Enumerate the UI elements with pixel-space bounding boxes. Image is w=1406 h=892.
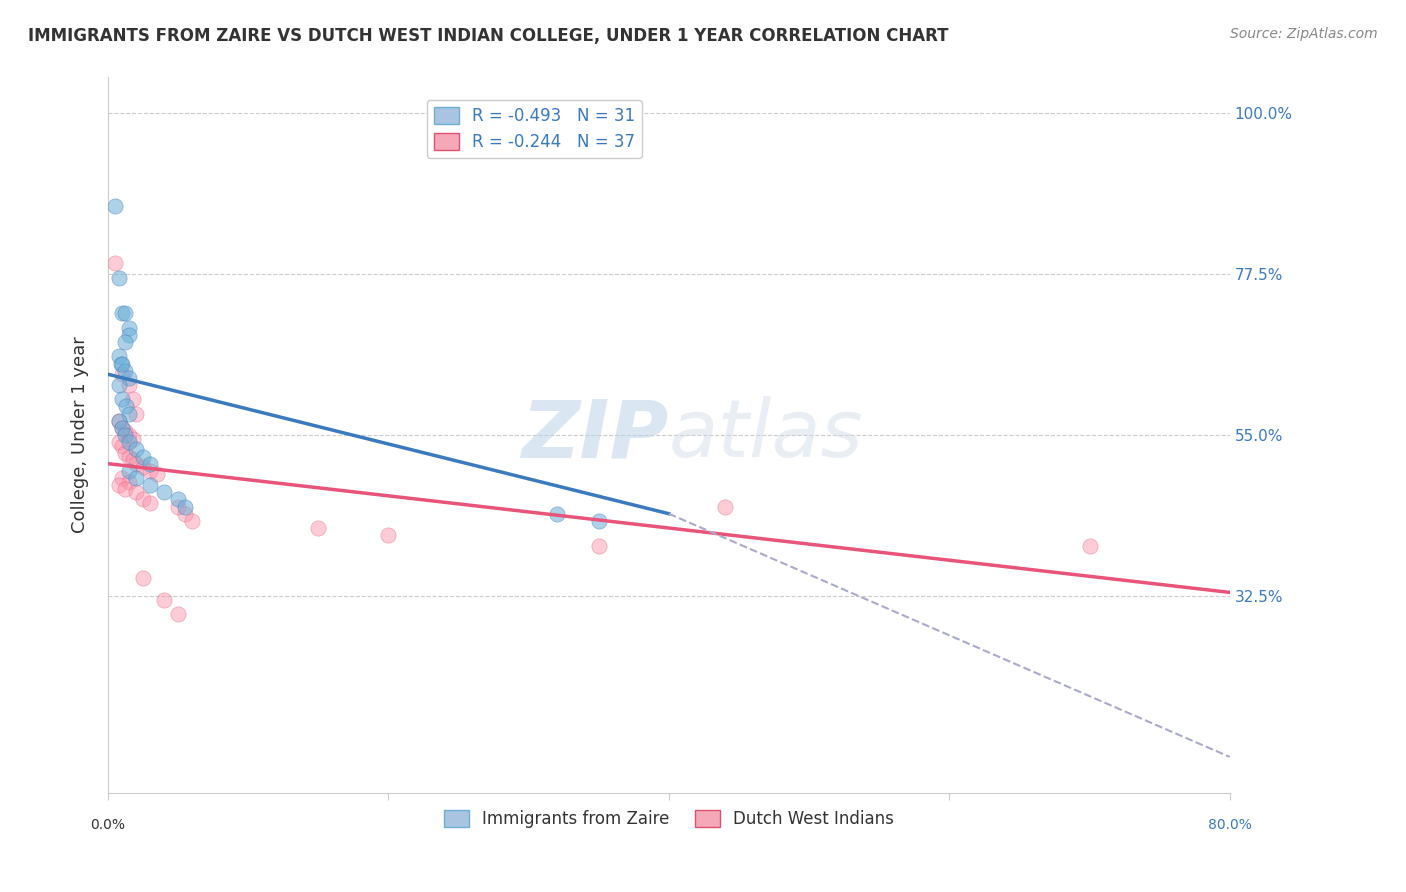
Point: [111, 421, 134, 435]
Point: [167, 492, 190, 507]
Point: [167, 500, 190, 514]
Point: [122, 432, 145, 446]
Text: ZIP: ZIP: [522, 396, 669, 474]
Point: [118, 428, 141, 442]
Point: [139, 478, 162, 492]
Point: [108, 378, 131, 392]
Point: [122, 453, 145, 467]
Point: [108, 270, 131, 285]
Point: [111, 306, 134, 320]
Point: [118, 320, 141, 334]
Point: [110, 357, 132, 371]
Point: [118, 407, 141, 421]
Point: [139, 464, 162, 478]
Point: [111, 368, 134, 382]
Point: [114, 425, 136, 439]
Point: [132, 571, 155, 585]
Point: [125, 407, 148, 421]
Text: 0.0%: 0.0%: [90, 818, 125, 831]
Point: [125, 442, 148, 457]
Point: [108, 414, 131, 428]
Point: [108, 435, 131, 450]
Point: [181, 514, 204, 528]
Point: [307, 521, 329, 535]
Text: IMMIGRANTS FROM ZAIRE VS DUTCH WEST INDIAN COLLEGE, UNDER 1 YEAR CORRELATION CHA: IMMIGRANTS FROM ZAIRE VS DUTCH WEST INDI…: [28, 27, 949, 45]
Point: [118, 435, 141, 450]
Point: [108, 350, 131, 364]
Point: [104, 199, 127, 213]
Point: [153, 485, 176, 500]
Y-axis label: College, Under 1 year: College, Under 1 year: [72, 336, 89, 533]
Point: [1078, 539, 1101, 553]
Point: [114, 334, 136, 349]
Point: [118, 464, 141, 478]
Point: [174, 507, 197, 521]
Point: [139, 496, 162, 510]
Point: [377, 528, 399, 542]
Point: [118, 327, 141, 342]
Point: [125, 457, 148, 471]
Point: [118, 378, 141, 392]
Point: [111, 357, 134, 371]
Legend: Immigrants from Zaire, Dutch West Indians: Immigrants from Zaire, Dutch West Indian…: [437, 803, 900, 834]
Text: atlas: atlas: [669, 396, 863, 474]
Point: [125, 485, 148, 500]
Point: [118, 475, 141, 489]
Point: [122, 392, 145, 407]
Point: [139, 457, 162, 471]
Point: [114, 446, 136, 460]
Point: [114, 306, 136, 320]
Point: [132, 460, 155, 475]
Point: [115, 400, 138, 414]
Point: [588, 539, 610, 553]
Point: [118, 450, 141, 464]
Point: [114, 428, 136, 442]
Point: [174, 500, 197, 514]
Point: [114, 364, 136, 378]
Point: [104, 256, 127, 270]
Point: [132, 450, 155, 464]
Point: [108, 414, 131, 428]
Text: 80.0%: 80.0%: [1208, 818, 1251, 831]
Point: [125, 471, 148, 485]
Point: [714, 500, 737, 514]
Point: [111, 421, 134, 435]
Point: [111, 392, 134, 407]
Point: [114, 482, 136, 496]
Point: [153, 592, 176, 607]
Point: [111, 471, 134, 485]
Point: [146, 467, 169, 482]
Point: [108, 478, 131, 492]
Text: Source: ZipAtlas.com: Source: ZipAtlas.com: [1230, 27, 1378, 41]
Point: [167, 607, 190, 621]
Point: [118, 371, 141, 385]
Point: [588, 514, 610, 528]
Point: [546, 507, 568, 521]
Point: [111, 439, 134, 453]
Point: [132, 492, 155, 507]
